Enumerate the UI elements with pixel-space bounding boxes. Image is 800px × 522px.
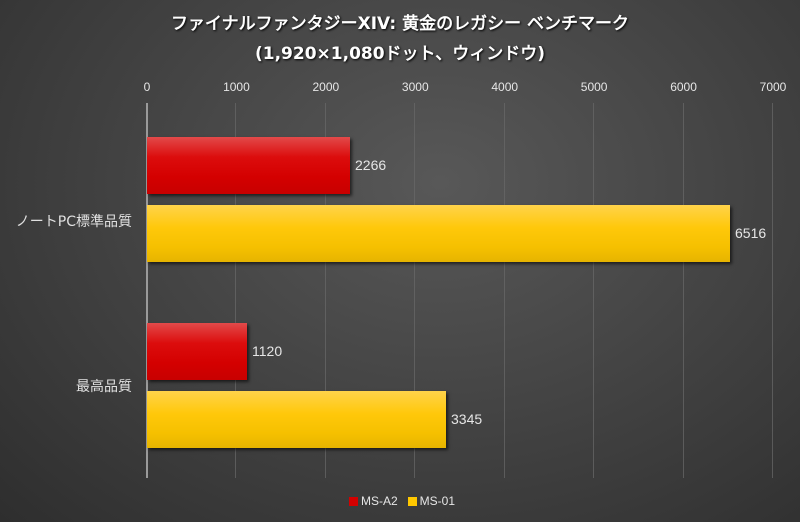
x-tick-label: 0: [143, 80, 151, 94]
y-axis-line: [146, 103, 148, 478]
x-tick-label: 5000: [580, 80, 608, 94]
x-tick-label: 1000: [223, 80, 250, 94]
bar-ms-a2[interactable]: [147, 137, 350, 194]
category-label: ノートPC標準品質: [15, 214, 132, 230]
bar-ms-a2[interactable]: [147, 323, 247, 380]
gridline: [504, 103, 505, 478]
chart-title: ファイナルファンタジーXIV: 黄金のレガシー ベンチマーク: [170, 14, 630, 34]
gridline: [325, 103, 326, 478]
category-label: 最高品質: [76, 379, 132, 395]
bar-ms-01[interactable]: [147, 205, 730, 262]
chart-subtitle: (1,920×1,080ドット、ウィンドウ): [255, 44, 545, 64]
x-tick-label: 7000: [759, 80, 787, 94]
gridline: [772, 103, 773, 478]
legend-swatch-red: [348, 496, 358, 506]
gridline: [683, 103, 684, 478]
data-label: 3345: [451, 411, 483, 427]
legend-item-ms-a2[interactable]: MS-A2: [348, 494, 398, 508]
x-tick-label: 6000: [670, 80, 697, 94]
legend-swatch-yellow: [407, 496, 417, 506]
x-tick-label: 4000: [491, 80, 519, 94]
legend-item-ms-01[interactable]: MS-01: [407, 494, 456, 508]
x-tick-label: 2000: [312, 80, 340, 94]
legend-label: MS-01: [419, 494, 456, 508]
legend: MS-A2 MS-01: [0, 494, 800, 508]
data-label: 2266: [355, 157, 387, 173]
data-label: 1120: [252, 343, 283, 359]
bar-ms-01[interactable]: [147, 391, 446, 448]
legend-label: MS-A2: [360, 494, 398, 508]
x-tick-label: 3000: [401, 80, 429, 94]
gridline: [414, 103, 415, 478]
gridline: [235, 103, 236, 478]
gridline: [593, 103, 594, 478]
data-label: 6516: [735, 225, 767, 241]
